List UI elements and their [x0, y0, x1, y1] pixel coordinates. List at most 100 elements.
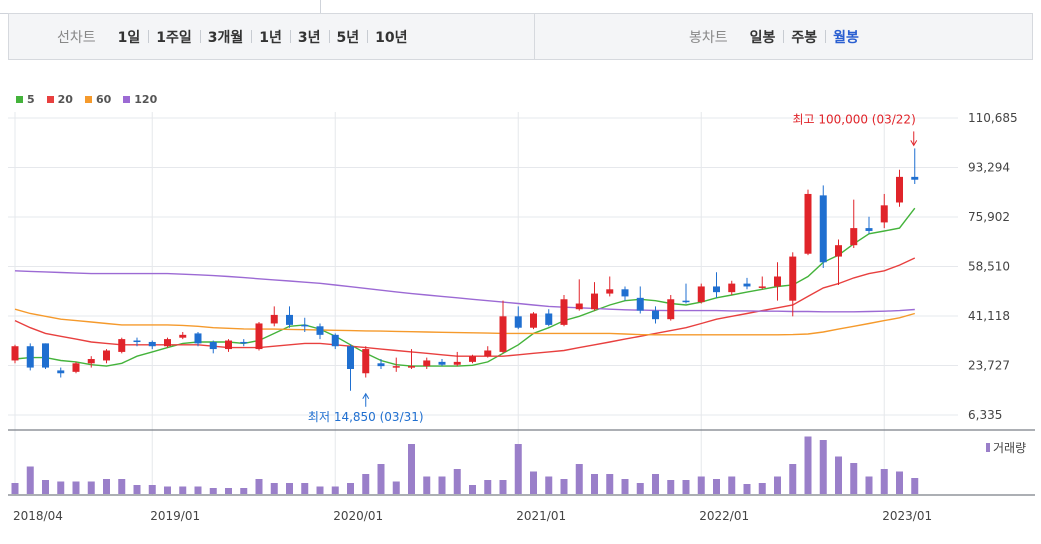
candle-body — [42, 343, 49, 368]
volume-bar — [835, 456, 842, 494]
volume-bar — [606, 474, 614, 494]
y-tick-label: 23,727 — [968, 358, 1010, 372]
candle-body — [408, 366, 415, 368]
volume-bar — [164, 486, 171, 494]
candle-body — [301, 324, 309, 327]
period-option[interactable]: 3년 — [289, 27, 329, 47]
candle-body — [133, 340, 141, 343]
volume-bar — [499, 480, 507, 494]
volume-bar — [392, 481, 400, 494]
period-option[interactable]: 5년 — [328, 27, 368, 47]
volume-bar — [225, 488, 232, 494]
volume-bar — [301, 483, 309, 494]
low-annotation: 최저 14,850 (03/31) — [308, 410, 424, 424]
volume-bar — [804, 436, 812, 494]
candle-body — [72, 363, 80, 372]
ma-line-5 — [14, 207, 916, 367]
candle-body — [545, 313, 553, 325]
candle-body — [240, 341, 248, 344]
candle-body — [362, 349, 370, 374]
candle-body — [850, 228, 858, 246]
volume-bar — [743, 484, 751, 494]
candle-chart-group: 봉차트 일봉 주봉 월봉 — [689, 14, 867, 59]
volume-bar — [652, 474, 659, 494]
volume-bar — [331, 486, 339, 494]
candle-body — [743, 283, 751, 287]
candle-body — [667, 299, 675, 320]
period-option[interactable]: 10년 — [367, 27, 415, 47]
candle-body — [164, 339, 171, 347]
candle-body — [819, 195, 827, 263]
candle-chart-label: 봉차트 — [689, 29, 728, 46]
volume-bar — [42, 480, 49, 494]
x-tick-label: 2021/01 — [516, 509, 566, 523]
candle-body — [697, 286, 705, 303]
period-option[interactable]: 3개월 — [199, 27, 252, 47]
volume-bar — [316, 486, 324, 494]
volume-bar — [347, 483, 354, 494]
volume-bar — [453, 469, 461, 494]
volume-bar — [72, 481, 80, 494]
volume-bar — [591, 474, 598, 494]
volume-bar — [880, 469, 888, 494]
volume-bar — [240, 488, 248, 494]
candle-body — [713, 286, 720, 293]
volume-bar — [57, 481, 65, 494]
y-tick-label: 58,510 — [968, 260, 1010, 274]
volume-bar — [103, 479, 110, 494]
moving-average-legend: 5 20 60 120 — [16, 93, 157, 106]
toolbar-divider — [534, 14, 535, 59]
x-tick-label: 2020/01 — [333, 509, 383, 523]
candle-body — [438, 361, 446, 365]
period-option[interactable]: 1년 — [251, 27, 290, 47]
volume-bar — [713, 479, 720, 494]
candle-body — [103, 350, 110, 361]
y-tick-label: 93,294 — [968, 160, 1010, 174]
volume-bar — [469, 485, 476, 494]
candle-body — [789, 256, 797, 301]
candle-body — [347, 346, 354, 369]
period-option[interactable]: 1일 — [117, 29, 141, 46]
candle-body — [865, 228, 873, 231]
volume-bar — [11, 483, 19, 494]
volume-bar — [179, 486, 187, 494]
candle-body — [728, 283, 736, 293]
legend-item-ma5: 5 — [16, 93, 35, 106]
volume-bar — [423, 476, 431, 494]
low-arrow-head — [362, 392, 370, 400]
candle-body — [575, 303, 583, 310]
volume-label: 거래량 — [993, 441, 1026, 455]
candle-body — [911, 176, 919, 180]
candle-option-monthly[interactable]: 월봉 — [825, 27, 867, 47]
volume-bar — [270, 483, 278, 494]
ma-line-20 — [14, 257, 916, 357]
candle-body — [316, 326, 324, 335]
candle-body — [270, 314, 278, 324]
legend-item-ma120: 120 — [123, 93, 157, 106]
candle-body — [11, 346, 19, 361]
candle-body — [514, 316, 522, 328]
volume-bar — [667, 480, 675, 494]
candle-body — [377, 363, 385, 367]
volume-bar — [148, 485, 156, 494]
candle-body — [331, 334, 339, 347]
x-tick-label: 2022/01 — [699, 509, 749, 523]
x-tick-label: 2023/01 — [882, 509, 932, 523]
volume-bar — [896, 471, 903, 494]
candle-body — [118, 339, 126, 352]
volume-bar — [408, 444, 415, 494]
volume-bar — [697, 476, 705, 494]
volume-bar — [545, 476, 553, 494]
candle-body — [499, 316, 507, 352]
candle-option-weekly[interactable]: 주봉 — [783, 27, 825, 47]
legend-item-ma60: 60 — [84, 93, 111, 106]
legend-item-ma20: 20 — [46, 93, 73, 106]
x-tick-label: 2018/04 — [13, 509, 63, 523]
volume-bar — [819, 440, 827, 494]
period-option[interactable]: 1주일 — [148, 27, 200, 47]
volume-bar — [911, 478, 919, 494]
candle-body — [225, 340, 232, 350]
volume-legend-swatch — [986, 443, 990, 452]
candle-option-daily[interactable]: 일봉 — [749, 29, 776, 46]
